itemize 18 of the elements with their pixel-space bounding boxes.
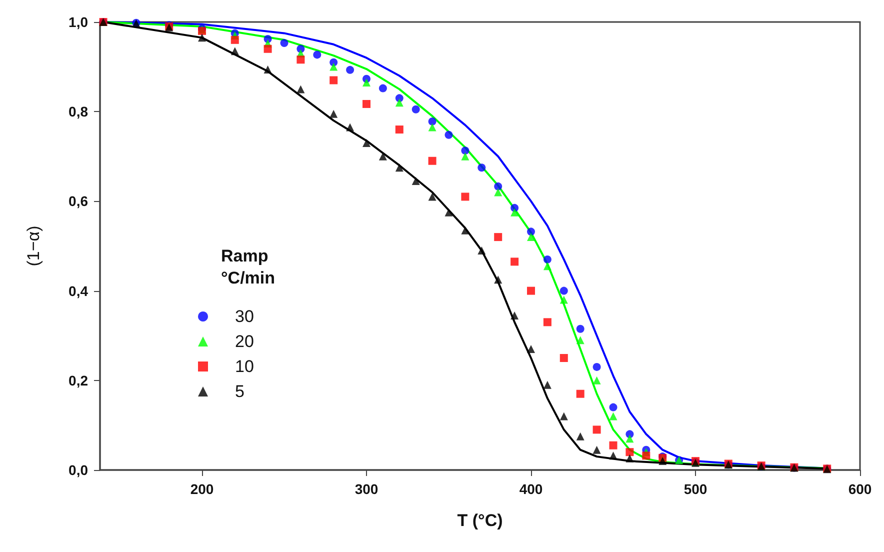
- y-tick-label: 1,0: [68, 14, 88, 30]
- y-tick-label: 0,4: [68, 282, 88, 299]
- x-tick-label: 500: [684, 481, 708, 497]
- x-tick-label: 300: [354, 481, 378, 497]
- y-tick-label: 0,8: [68, 104, 88, 120]
- legend-title: Ramp °C/min: [221, 246, 276, 288]
- x-tick-label: 200: [190, 481, 214, 497]
- legend-label: 5: [235, 382, 244, 401]
- y-tick-label: 0,6: [68, 193, 88, 210]
- y-tick-label: 0,0: [68, 462, 88, 478]
- x-tick-label: 400: [519, 481, 543, 497]
- legend-label: 10: [235, 357, 254, 376]
- x-tick-label: 600: [848, 481, 872, 497]
- y-axis-title: (1−α): [24, 226, 43, 266]
- legend-label: 30: [235, 307, 254, 326]
- legend-label: 20: [235, 332, 254, 351]
- x-axis-title: T (°C): [457, 511, 503, 530]
- y-tick-label: 0,2: [68, 372, 88, 388]
